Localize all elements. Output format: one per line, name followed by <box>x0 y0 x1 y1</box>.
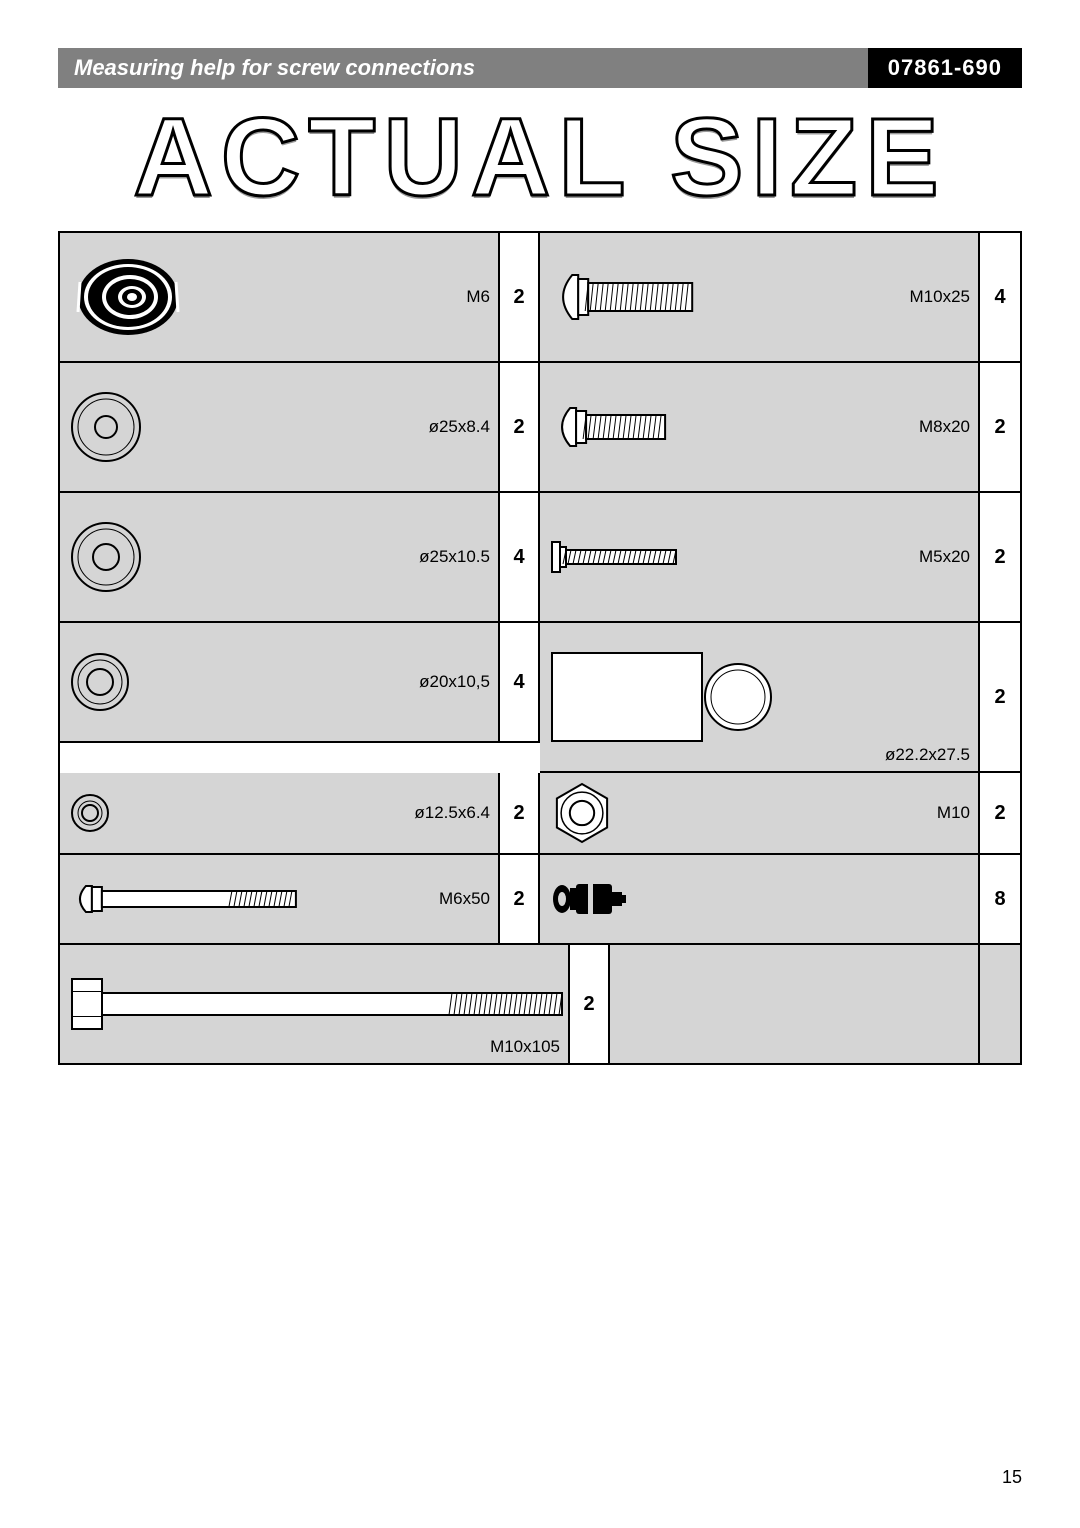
bolt-icon <box>68 877 305 921</box>
part-cell: M10x105 <box>60 945 570 1065</box>
parts-table: M6 2 M10x25 4 ø25x8.4 2 M <box>58 231 1022 1065</box>
part-label: ø25x8.4 <box>429 417 490 437</box>
part-cell: ø25x10.5 <box>60 493 500 623</box>
table-row: ø12.5x6.4 2 M10 2 <box>60 773 1020 855</box>
washer-icon <box>68 650 132 714</box>
part-label: M5x20 <box>919 547 970 567</box>
part-cell: M6 <box>60 233 500 363</box>
part-label: ø20x10,5 <box>419 672 490 692</box>
part-cell: M10x25 <box>540 233 980 363</box>
part-qty: 2 <box>980 493 1020 623</box>
part-qty: 8 <box>980 855 1020 945</box>
part-qty: 2 <box>500 855 540 945</box>
table-row: ø25x8.4 2 M8x20 2 <box>60 363 1020 493</box>
hexbolt-icon <box>68 974 568 1034</box>
part-label: M6 <box>466 287 490 307</box>
header-code: 07861-690 <box>868 48 1022 88</box>
part-qty: 4 <box>500 623 540 743</box>
part-label: ø22.2x27.5 <box>885 745 970 765</box>
empty-cell <box>610 945 980 1065</box>
page-number: 15 <box>1002 1467 1022 1488</box>
empty-cell <box>980 945 1020 1065</box>
part-label: M10x105 <box>490 1037 560 1057</box>
header-title: Measuring help for screw connections <box>58 55 868 81</box>
part-cell: ø25x8.4 <box>60 363 500 493</box>
part-qty: 2 <box>570 945 610 1065</box>
washer-icon <box>68 519 144 595</box>
part-qty: 2 <box>500 363 540 493</box>
washer-icon <box>68 791 112 835</box>
part-qty: 2 <box>980 363 1020 493</box>
table-row: ø25x10.5 4 M5x20 2 <box>60 493 1020 623</box>
part-label: M10 <box>937 803 970 823</box>
part-cell <box>540 855 980 945</box>
part-qty: 2 <box>500 773 540 855</box>
page-title: ACTUAL SIZE ACTUAL SIZE <box>58 94 1022 221</box>
part-cell: ø22.2x27.5 <box>540 623 980 773</box>
header-bar: Measuring help for screw connections 078… <box>58 48 1022 88</box>
bolt-icon <box>548 266 704 328</box>
locknut-icon <box>68 252 188 342</box>
table-row: M10x105 2 <box>60 945 1020 1065</box>
part-qty: 2 <box>980 623 1020 773</box>
part-qty: 2 <box>980 773 1020 855</box>
part-cell: ø20x10,5 <box>60 623 500 743</box>
endcap-icon <box>548 648 794 746</box>
part-cell: ø12.5x6.4 <box>60 773 500 855</box>
part-cell: M8x20 <box>540 363 980 493</box>
hexnut-icon <box>548 779 616 847</box>
washer-icon <box>68 389 144 465</box>
table-row: M6x50 2 8 <box>60 855 1020 945</box>
part-label: ø25x10.5 <box>419 547 490 567</box>
bolt-icon <box>548 537 688 577</box>
table-row: M6 2 M10x25 4 <box>60 233 1020 363</box>
part-qty: 4 <box>500 493 540 623</box>
part-cell: M5x20 <box>540 493 980 623</box>
part-qty: 2 <box>500 233 540 363</box>
part-label: M8x20 <box>919 417 970 437</box>
part-cell: M10 <box>540 773 980 855</box>
part-cell: M6x50 <box>60 855 500 945</box>
part-label: M6x50 <box>439 889 490 909</box>
part-label: M10x25 <box>910 287 970 307</box>
part-label: ø12.5x6.4 <box>414 803 490 823</box>
part-qty: 4 <box>980 233 1020 363</box>
table-row: ø20x10,5 4 ø22.2x27.5 2 <box>60 623 1020 773</box>
bolt-icon <box>548 399 676 455</box>
eyebolt-icon <box>548 874 638 924</box>
